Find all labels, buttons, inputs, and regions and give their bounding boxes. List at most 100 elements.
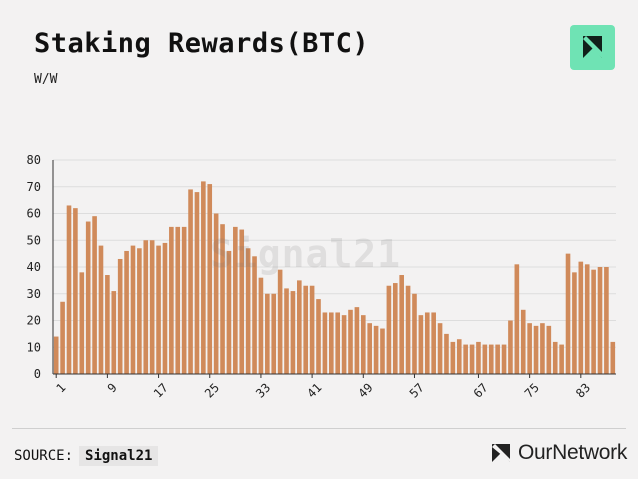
bar [335,312,341,374]
chart-subtitle: W/W [34,72,58,87]
x-tick-label: 75 [522,380,542,400]
bar [373,325,379,374]
x-tick-label: 25 [202,380,222,400]
footer-divider [12,428,626,429]
bar [360,315,366,374]
y-tick-label: 30 [27,287,41,301]
chart-panel: 0 10 20 30 40 50 60 70 80 1 9 17 25 33 41 49 57 67 75 83 [12,104,626,424]
bar [258,277,264,374]
bar [348,309,353,374]
bar [149,240,155,374]
bar [405,285,411,374]
bar [476,341,481,374]
bar [386,285,392,374]
bar [201,181,206,374]
y-tick-label: 70 [27,180,41,194]
bar [591,269,596,374]
bar [329,312,334,374]
bar [508,320,513,374]
bar [220,224,225,374]
y-tick-label: 20 [27,314,41,328]
bar [188,189,193,374]
bar [552,341,558,374]
bar [444,333,449,375]
bar [514,264,520,374]
bar [431,312,436,374]
y-tick-label: 40 [27,260,41,274]
ournetwork-logo-icon [492,444,510,462]
bar [604,267,609,374]
bar [584,264,590,374]
bar [463,344,468,374]
source-credit: SOURCE: Signal21 [14,446,159,466]
brand-name: OurNetwork [518,441,628,464]
logo-icon [570,25,615,70]
bar [117,258,123,374]
bar [303,285,309,374]
bar [469,344,475,374]
bar-chart: 0 10 20 30 40 50 60 70 80 1 9 17 25 33 41 49 57 67 75 83 [27,153,616,401]
logo-mark [583,36,602,58]
bar [143,240,149,374]
bar [130,245,136,374]
bar [290,291,296,374]
x-tick-label: 83 [573,380,593,400]
bar [527,323,532,374]
brand: OurNetwork [490,441,627,465]
bar [450,341,456,374]
bar [233,226,238,375]
bar [194,192,200,374]
y-tick-label: 80 [27,153,41,167]
bar [213,213,219,374]
x-tick-label: 33 [253,380,273,400]
bar [265,293,270,374]
x-tick-label: 57 [407,380,427,400]
x-tick-label: 41 [304,380,324,400]
x-tick-label: 9 [105,380,120,395]
bar [488,344,494,374]
bar [424,312,430,374]
bar [341,315,347,374]
bar [162,242,168,374]
bar [367,323,372,374]
bar [482,344,488,374]
bar [380,328,385,374]
y-tick-label: 50 [27,233,41,247]
bar [53,336,59,374]
bar [546,325,552,374]
bar [124,250,129,374]
bar [316,299,321,374]
bar [520,309,526,374]
bar [271,293,277,374]
bar [226,250,232,374]
bar [456,339,462,374]
bar [105,275,110,374]
source-name: Signal21 [79,446,159,466]
bar [181,226,187,375]
bar [412,293,417,374]
bar [597,267,603,374]
bar [277,269,283,374]
bar [252,256,257,374]
bar [245,248,251,374]
bar [98,245,104,374]
bar [572,272,577,374]
bar [399,275,404,374]
bar [495,344,500,374]
bar [540,323,545,374]
bar [578,261,584,374]
bar [418,315,424,374]
bar [565,253,571,375]
bar [284,288,289,374]
bar [79,272,85,374]
y-tick-label: 60 [27,207,41,221]
y-tick-label: 0 [34,367,41,381]
bar [85,221,91,374]
bar [309,285,315,374]
bar [392,283,398,374]
bar [66,205,72,374]
source-label: SOURCE: [14,448,74,464]
bar [175,226,181,375]
chart-title: Staking Rewards(BTC) [34,28,370,59]
bar [297,280,302,375]
